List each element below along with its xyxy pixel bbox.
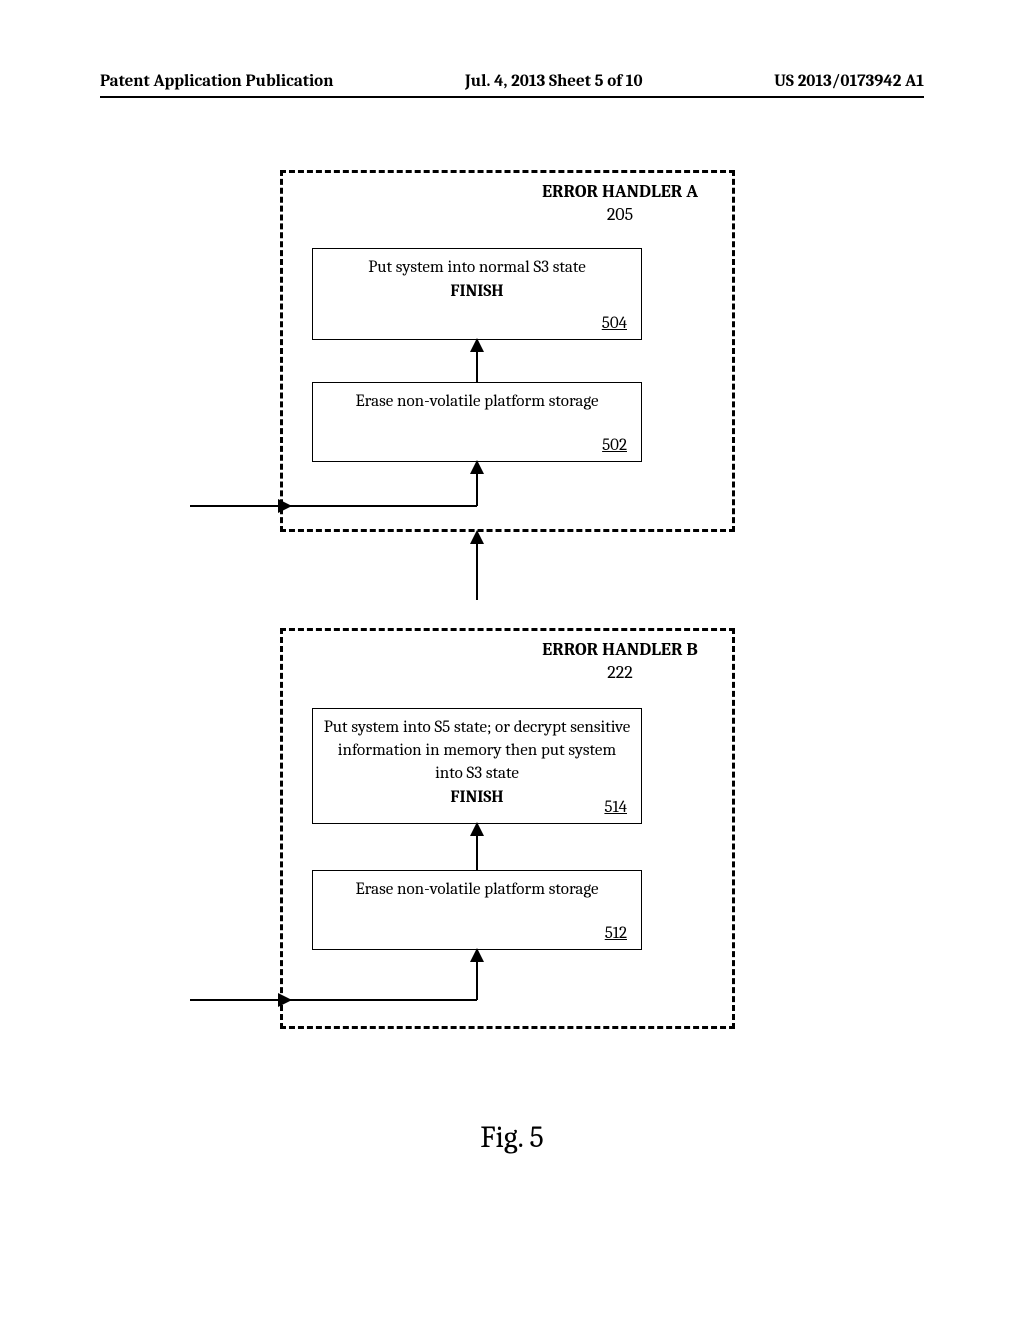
box-512-num: 512 <box>605 924 627 943</box>
arrow-b-hline <box>190 999 477 1001</box>
box-504: Put system into normal S3 state FINISH 5… <box>312 248 642 340</box>
box-512-text: Erase non-volatile platform storage <box>323 879 631 902</box>
arrow-entry-to-512-head <box>470 948 484 962</box>
box-504-num: 504 <box>602 314 627 333</box>
box-514: Put system into S5 state; or decrypt sen… <box>312 708 642 824</box>
box-504-finish: FINISH <box>323 282 631 301</box>
handler-b-title: ERROR HANDLER B 222 <box>520 638 720 685</box>
arrow-502-to-504-head <box>470 338 484 352</box>
arrow-b-hentry-head <box>278 993 292 1007</box>
header-left: Patent Application Publication <box>100 72 333 91</box>
arrow-below-to-a-head <box>470 530 484 544</box>
arrow-a-hline <box>190 505 477 507</box>
handler-a-title: ERROR HANDLER A 205 <box>520 180 720 227</box>
handler-a-title-num: 205 <box>520 203 720 226</box>
box-504-text: Put system into normal S3 state <box>323 257 631 280</box>
box-502: Erase non-volatile platform storage 502 <box>312 382 642 462</box>
arrow-entry-to-502-head <box>470 460 484 474</box>
header-rule <box>100 96 924 98</box>
page-header: Patent Application Publication Jul. 4, 2… <box>0 72 1024 91</box>
handler-b-title-num: 222 <box>520 661 720 684</box>
box-514-finish: FINISH <box>323 788 631 807</box>
header-right: US 2013/0173942 A1 <box>774 72 924 91</box>
box-502-text: Erase non-volatile platform storage <box>323 391 631 414</box>
arrow-512-to-514-head <box>470 822 484 836</box>
handler-b-title-text: ERROR HANDLER B <box>520 638 720 661</box>
flowchart-diagram: ERROR HANDLER A 205 Put system into norm… <box>0 160 1024 1160</box>
handler-a-title-text: ERROR HANDLER A <box>520 180 720 203</box>
box-512: Erase non-volatile platform storage 512 <box>312 870 642 950</box>
figure-caption: Fig. 5 <box>0 1120 1024 1155</box>
box-502-num: 502 <box>602 436 627 455</box>
box-514-text: Put system into S5 state; or decrypt sen… <box>323 717 631 786</box>
arrow-a-hentry-head <box>278 499 292 513</box>
error-handler-b-container <box>280 628 735 1029</box>
box-514-num: 514 <box>604 798 627 817</box>
header-center: Jul. 4, 2013 Sheet 5 of 10 <box>465 72 643 91</box>
